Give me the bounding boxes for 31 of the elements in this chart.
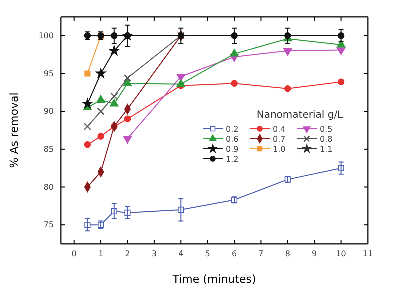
x-axis-title: Time (minutes)	[172, 273, 256, 286]
y-tick-label: 80	[44, 182, 54, 192]
x-tick-label: 1	[98, 250, 104, 259]
y-tick-label: 85	[44, 144, 54, 154]
x-tick-label: 0	[72, 250, 77, 259]
y-tick-label: 95	[44, 69, 54, 78]
x-tick-label: 4	[178, 250, 184, 259]
x-tick-label: 3	[152, 250, 157, 259]
x-tick-label: 8	[285, 250, 290, 259]
legend-label: 0.8	[320, 135, 333, 144]
x-tick-label: 5	[205, 250, 210, 259]
legend-label: 1.0	[273, 145, 286, 154]
y-tick-label: 100	[38, 31, 54, 40]
y-axis-title: % As removal	[8, 92, 21, 168]
legend-label: 0.5	[320, 125, 333, 134]
y-tick-label: 90	[44, 107, 54, 116]
x-tick-label: 7	[258, 250, 264, 259]
legend-label: 0.4	[273, 125, 286, 134]
legend-label: 0.7	[273, 135, 286, 144]
legend-label: 0.6	[226, 135, 239, 144]
legend-label: 0.2	[226, 125, 239, 134]
legend-label: 1.2	[226, 155, 239, 164]
legend-label: 1.1	[320, 145, 333, 154]
legend-label: 0.9	[226, 145, 239, 154]
x-tick-label: 11	[362, 250, 374, 259]
y-tick-label: 75	[44, 220, 54, 230]
x-tick-label: 2	[125, 250, 130, 259]
x-tick-label: 9	[312, 250, 318, 259]
x-tick-label: 10	[336, 250, 346, 259]
x-tick-label: 6	[232, 250, 238, 259]
legend-title: Nanomaterial g/L	[256, 110, 344, 121]
